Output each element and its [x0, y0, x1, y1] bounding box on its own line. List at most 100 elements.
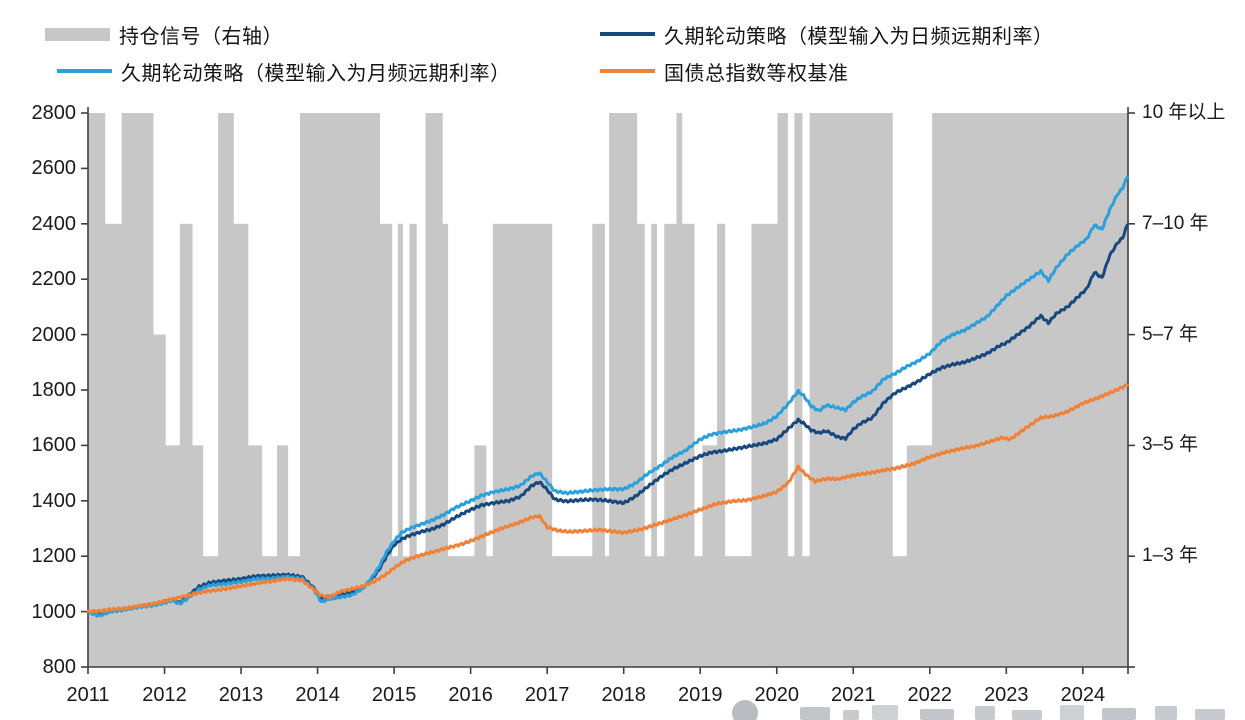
- position-signal-bar: [906, 445, 933, 667]
- position-signal-swatch: [45, 27, 110, 41]
- watermark-glyph-fragment: [975, 706, 995, 720]
- x-axis-label-2023: 2023: [984, 684, 1029, 706]
- watermark-glyph-fragment: [843, 710, 859, 720]
- position-signal-bar: [787, 556, 795, 667]
- left-axis-label-2000: 2000: [31, 323, 77, 346]
- left-axis-label-1600: 1600: [31, 434, 77, 457]
- x-axis-label-2012: 2012: [142, 684, 187, 706]
- position-signal-bar: [651, 223, 657, 668]
- position-signal-bar: [425, 113, 443, 667]
- position-signal-bar: [261, 556, 278, 667]
- position-signal-bar: [218, 113, 234, 667]
- legend-label-strategy-monthly: 久期轮动策略（模型输入为月频远期利率）: [121, 60, 511, 85]
- position-signal-bar: [681, 223, 695, 668]
- series-line-0: [86, 223, 1129, 617]
- position-signal-bar: [592, 223, 605, 668]
- position-signal-bar: [299, 113, 380, 667]
- watermark-glyph-fragment: [1012, 710, 1042, 720]
- left-axis-label-2200: 2200: [31, 268, 77, 291]
- position-signal-bar: [485, 556, 494, 667]
- position-signal-bar: [247, 445, 263, 667]
- position-signal-bar: [287, 556, 301, 667]
- position-signal-bar: [801, 556, 811, 667]
- benchmark-swatch: [600, 69, 655, 73]
- x-axis-label-2015: 2015: [371, 684, 417, 706]
- series-line-1: [86, 175, 1129, 618]
- position-signal-bar: [409, 223, 417, 668]
- position-signal-bar: [379, 223, 393, 668]
- x-axis-label-2014: 2014: [295, 684, 340, 706]
- position-signal-bar: [447, 556, 475, 667]
- left-axis-label-800: 800: [42, 656, 76, 678]
- x-axis-label-2013: 2013: [218, 684, 264, 706]
- legend-label-strategy-daily: 久期轮动策略（模型输入为日频远期利率）: [664, 23, 1054, 48]
- source-logo-circle: [732, 700, 758, 720]
- position-signal-bar: [474, 445, 487, 667]
- position-signal-bar: [609, 113, 638, 667]
- watermark-glyph-fragment: [1155, 706, 1177, 720]
- position-signal-bar: [892, 556, 908, 667]
- strategy-daily-swatch: [600, 32, 655, 36]
- right-axis-label: 10 年以上: [1142, 102, 1226, 123]
- left-axis-label-2600: 2600: [31, 157, 77, 180]
- x-axis-label-2018: 2018: [601, 684, 646, 706]
- position-signal-bar: [153, 334, 166, 667]
- position-signal-bar: [202, 556, 219, 667]
- position-signal-bar: [717, 223, 726, 668]
- position-signal-bar: [932, 113, 1129, 667]
- left-axis-label-1200: 1200: [31, 545, 77, 568]
- legend-item-strategy-monthly: 久期轮动策略（模型输入为月频远期利率）: [57, 58, 511, 85]
- position-signal-bar: [777, 113, 788, 667]
- position-signal-bar: [179, 223, 193, 668]
- position-signal-bar: [724, 556, 752, 667]
- legend-item-position-signal: 持仓信号（右轴）: [45, 21, 283, 48]
- position-signal-bar: [702, 445, 718, 667]
- position-signal-bar: [604, 556, 610, 667]
- legend-item-benchmark: 国债总指数等权基准: [600, 58, 849, 85]
- watermark-glyph-fragment: [872, 705, 898, 720]
- x-axis-label-2022: 2022: [907, 684, 953, 706]
- x-axis-label-2021: 2021: [831, 684, 876, 706]
- position-signal-bar: [121, 113, 154, 667]
- legend-item-strategy-daily: 久期轮动策略（模型输入为日频远期利率）: [600, 21, 1054, 48]
- position-signal-bar: [644, 556, 652, 667]
- position-signal-bar: [664, 223, 677, 668]
- x-axis-label-2024: 2024: [1060, 684, 1106, 706]
- watermark-glyph-fragment: [1060, 705, 1084, 720]
- position-signal-bar: [104, 223, 123, 668]
- watermark-glyph-fragment: [1102, 708, 1136, 720]
- left-axis-label-1400: 1400: [31, 489, 77, 512]
- watermark-glyph-fragment: [800, 707, 830, 720]
- left-axis-label-1000: 1000: [31, 600, 77, 623]
- right-axis-label: 7–10 年: [1142, 212, 1209, 234]
- x-axis-label-2016: 2016: [448, 684, 493, 706]
- series-line-2: [86, 383, 1129, 614]
- position-signal-bar: [416, 556, 426, 667]
- position-signal-bar: [636, 223, 645, 668]
- strategy-monthly-swatch: [57, 69, 112, 73]
- right-axis-label: 1–3 年: [1142, 545, 1198, 567]
- position-signal-bar: [694, 556, 703, 667]
- legend-label-position-signal: 持仓信号（右轴）: [119, 23, 283, 48]
- position-signal-bar: [233, 223, 249, 668]
- x-axis-label-2020: 2020: [754, 684, 799, 706]
- left-axis-label-1800: 1800: [31, 379, 77, 401]
- position-signal-bar: [676, 113, 683, 667]
- position-signal-bar: [391, 556, 399, 667]
- legend-label-benchmark: 国债总指数等权基准: [664, 60, 849, 85]
- x-axis-label-2011: 2011: [66, 684, 110, 706]
- x-axis-label-2019: 2019: [677, 684, 723, 706]
- position-signal-bar: [656, 556, 665, 667]
- watermark-glyph-fragment: [920, 709, 954, 720]
- position-signal-bar: [402, 556, 410, 667]
- position-signal-bar: [88, 113, 106, 667]
- position-signal-bar: [551, 556, 593, 667]
- right-axis-label: 3–5 年: [1142, 434, 1198, 456]
- position-signal-bar: [165, 445, 181, 667]
- position-signal-bar: [809, 113, 893, 667]
- position-signal-bar: [492, 223, 553, 668]
- position-signal-bar: [397, 223, 403, 668]
- right-axis-label: 5–7 年: [1142, 323, 1198, 345]
